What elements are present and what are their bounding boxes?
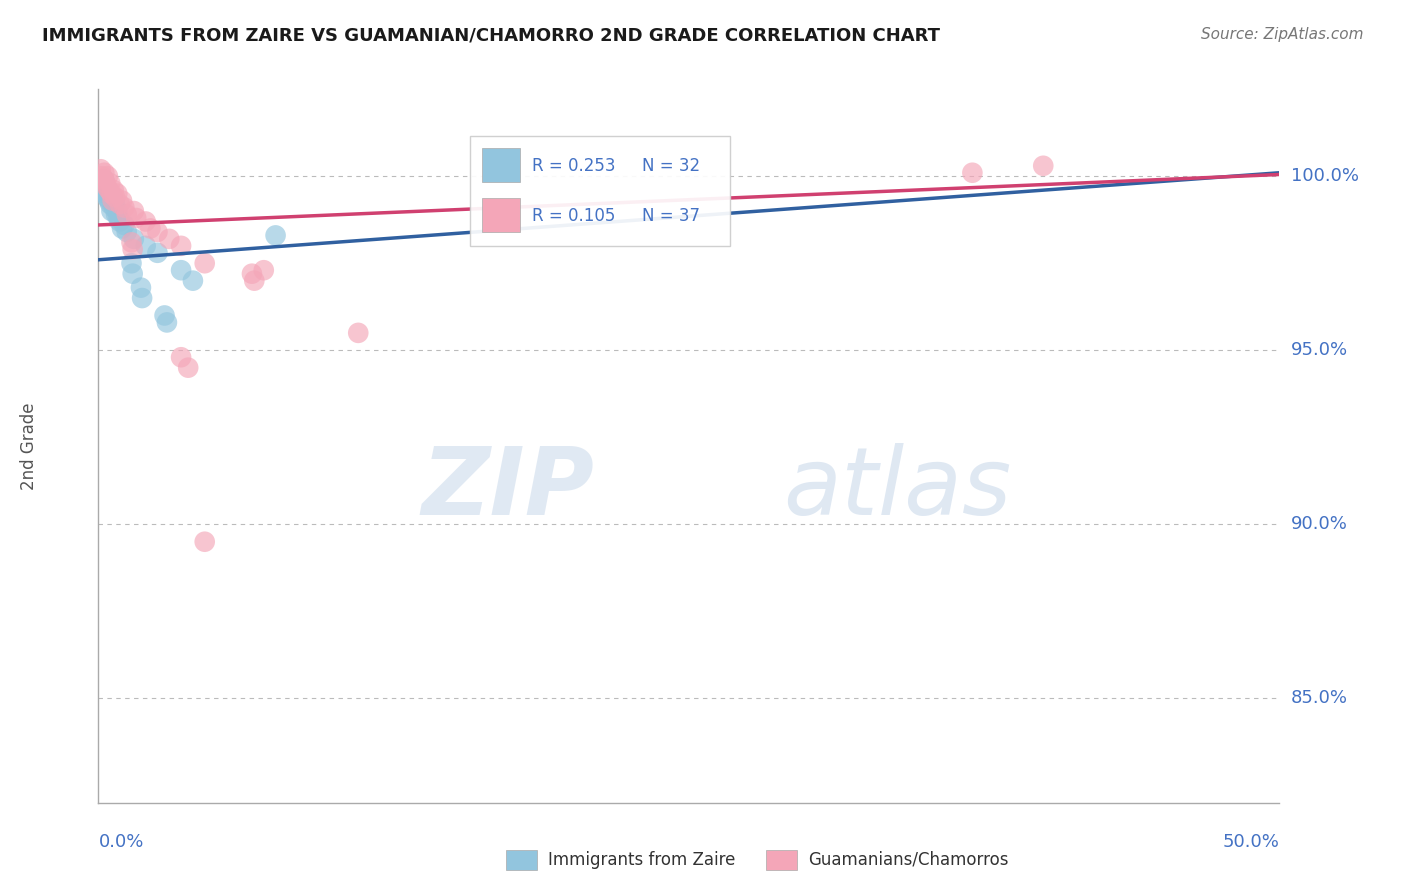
Point — [170, 239, 193, 253]
Point — [100, 204, 122, 219]
Point — [98, 176, 121, 190]
Point — [101, 194, 124, 208]
Point — [243, 274, 266, 288]
Point — [240, 267, 263, 281]
Point — [139, 221, 162, 235]
Point — [194, 534, 217, 549]
Point — [91, 179, 114, 194]
Point — [105, 204, 128, 219]
Text: 90.0%: 90.0% — [1291, 516, 1347, 533]
Point — [181, 274, 204, 288]
Point — [125, 211, 148, 225]
Point — [98, 183, 121, 197]
Point — [97, 169, 120, 184]
Point — [170, 263, 193, 277]
Text: 95.0%: 95.0% — [1291, 342, 1348, 359]
Point — [264, 228, 287, 243]
Point — [121, 267, 143, 281]
Text: N = 37: N = 37 — [641, 207, 700, 225]
Point — [103, 183, 125, 197]
Point — [93, 172, 115, 186]
Point — [170, 350, 193, 364]
Point — [112, 218, 135, 232]
Point — [104, 197, 127, 211]
Point — [962, 166, 984, 180]
Text: 85.0%: 85.0% — [1291, 690, 1347, 707]
Text: ZIP: ZIP — [422, 442, 595, 535]
Point — [98, 197, 121, 211]
Point — [122, 204, 145, 219]
Text: R = 0.105: R = 0.105 — [531, 207, 616, 225]
Point — [347, 326, 370, 340]
Point — [94, 186, 117, 201]
Point — [103, 201, 125, 215]
Point — [91, 172, 114, 186]
Point — [135, 239, 157, 253]
Text: N = 32: N = 32 — [641, 157, 700, 175]
FancyBboxPatch shape — [482, 198, 520, 232]
Point — [105, 207, 128, 221]
FancyBboxPatch shape — [482, 148, 520, 182]
Point — [91, 169, 114, 184]
Point — [98, 194, 121, 208]
Point — [96, 190, 118, 204]
Point — [108, 214, 131, 228]
Point — [105, 186, 128, 201]
Text: 100.0%: 100.0% — [1291, 167, 1358, 186]
Point — [194, 256, 217, 270]
Point — [177, 360, 200, 375]
Point — [121, 235, 143, 250]
Text: 2nd Grade: 2nd Grade — [20, 402, 38, 490]
Point — [253, 263, 276, 277]
Point — [156, 315, 179, 329]
Point — [135, 214, 157, 228]
Point — [108, 197, 131, 211]
Text: Immigrants from Zaire: Immigrants from Zaire — [548, 851, 735, 869]
Point — [90, 176, 112, 190]
Point — [94, 176, 117, 190]
Point — [122, 232, 145, 246]
Point — [146, 245, 169, 260]
Point — [129, 280, 152, 294]
Point — [96, 179, 118, 194]
Point — [97, 183, 120, 197]
Point — [93, 166, 115, 180]
Point — [121, 256, 143, 270]
Text: Source: ZipAtlas.com: Source: ZipAtlas.com — [1201, 27, 1364, 42]
Point — [101, 190, 124, 204]
Point — [121, 243, 143, 257]
Text: IMMIGRANTS FROM ZAIRE VS GUAMANIAN/CHAMORRO 2ND GRADE CORRELATION CHART: IMMIGRANTS FROM ZAIRE VS GUAMANIAN/CHAMO… — [42, 27, 941, 45]
Point — [111, 221, 134, 235]
Text: 0.0%: 0.0% — [98, 833, 143, 851]
Point — [112, 201, 135, 215]
Point — [107, 211, 129, 225]
Point — [115, 207, 138, 221]
Point — [115, 225, 138, 239]
Point — [1032, 159, 1054, 173]
Point — [131, 291, 153, 305]
Text: atlas: atlas — [783, 443, 1012, 534]
Text: R = 0.253: R = 0.253 — [531, 157, 616, 175]
Text: Guamanians/Chamorros: Guamanians/Chamorros — [808, 851, 1010, 869]
Point — [153, 309, 176, 323]
Point — [146, 225, 169, 239]
FancyBboxPatch shape — [471, 136, 730, 246]
Point — [157, 232, 180, 246]
Point — [111, 194, 134, 208]
Text: 50.0%: 50.0% — [1223, 833, 1279, 851]
Point — [104, 190, 127, 204]
Point — [91, 183, 114, 197]
Point — [100, 186, 122, 201]
Point — [90, 162, 112, 177]
